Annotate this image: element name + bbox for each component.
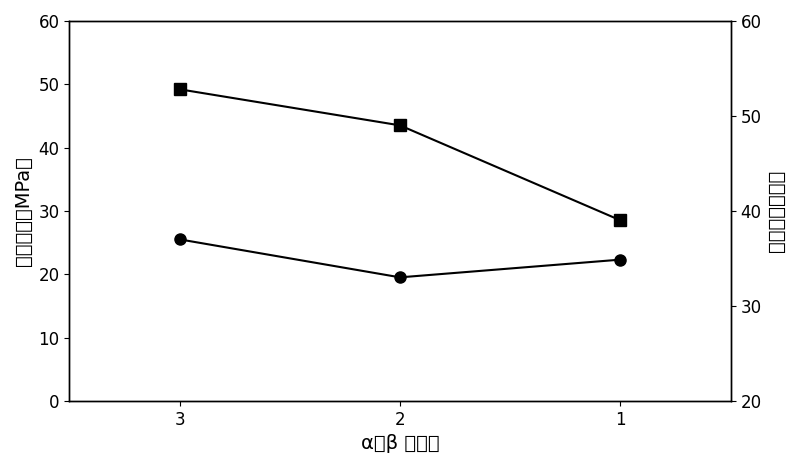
Y-axis label: 开气孔率（％）: 开气孔率（％） (767, 170, 786, 252)
Y-axis label: 抗弯强度（MPa）: 抗弯强度（MPa） (14, 156, 33, 266)
X-axis label: α／β 的比例: α／β 的比例 (361, 434, 439, 453)
